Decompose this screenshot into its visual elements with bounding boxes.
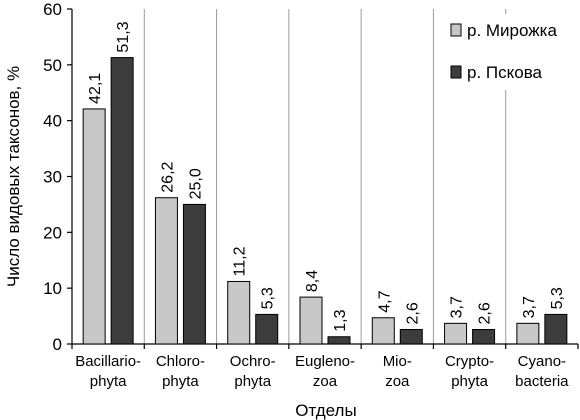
- y-tick-label: 60: [43, 0, 62, 19]
- x-tick-label: zoa: [385, 373, 410, 390]
- data-label: 1,3: [332, 309, 349, 331]
- bar-mirozhka: [299, 296, 323, 345]
- x-tick-label: zoa: [313, 373, 338, 390]
- bar-pskova: [182, 203, 206, 345]
- x-tick-label: phyta: [451, 373, 488, 390]
- data-label: 5,3: [260, 287, 277, 309]
- legend-label: р. Мирожка: [467, 21, 557, 40]
- data-label: 3,7: [521, 296, 538, 318]
- x-tick-label: phyta: [162, 373, 199, 390]
- data-label: 11,2: [232, 246, 249, 276]
- x-tick-label: Eugleno-: [295, 353, 355, 370]
- data-label: 2,6: [404, 302, 421, 324]
- y-tick-label: 10: [43, 279, 62, 298]
- x-tick-label: phyta: [90, 373, 127, 390]
- data-label: 42,1: [87, 73, 104, 104]
- bar-mirozhka: [371, 317, 395, 345]
- x-tick-label: Mio-: [383, 353, 412, 370]
- bar-mirozhka: [444, 322, 468, 345]
- data-label: 25,0: [187, 168, 204, 199]
- bar-mirozhka: [82, 108, 106, 345]
- data-label: 26,2: [159, 161, 176, 192]
- legend-swatch: [450, 23, 462, 37]
- x-tick-label: Crypto-: [445, 353, 494, 370]
- bar-pskova: [544, 313, 568, 345]
- y-axis-title: Число видовых таксонов, %: [4, 66, 23, 287]
- x-tick-label: Ochro-: [230, 353, 276, 370]
- data-label: 5,3: [549, 287, 566, 309]
- bar-pskova: [472, 328, 496, 345]
- data-label: 4,7: [376, 290, 393, 312]
- bar-mirozhka: [516, 322, 540, 345]
- legend-label: р. Пскова: [467, 63, 543, 82]
- bar-pskova: [399, 328, 423, 345]
- y-tick-label: 50: [43, 56, 62, 75]
- x-tick-label: Chloro-: [156, 353, 205, 370]
- x-tick-label: Cyano-: [518, 353, 566, 370]
- data-label: 8,4: [304, 270, 321, 292]
- bar-pskova: [255, 313, 279, 345]
- data-label: 3,7: [449, 296, 466, 318]
- x-tick-label: Bacillario-: [75, 353, 141, 370]
- x-axis-title: Отделы: [295, 401, 356, 420]
- bar-mirozhka: [154, 197, 178, 345]
- bar-pskova: [327, 336, 351, 345]
- data-label: 51,3: [115, 21, 132, 52]
- y-tick-label: 30: [43, 168, 62, 187]
- y-tick-label: 0: [53, 335, 62, 354]
- x-tick-label: phyta: [234, 373, 271, 390]
- data-label: 2,6: [477, 302, 494, 324]
- legend-swatch: [450, 65, 462, 79]
- y-tick-label: 40: [43, 112, 62, 131]
- x-tick-label: bacteria: [515, 373, 569, 390]
- bar-pskova: [110, 57, 134, 345]
- bar-mirozhka: [227, 280, 251, 345]
- y-tick-label: 20: [43, 223, 62, 242]
